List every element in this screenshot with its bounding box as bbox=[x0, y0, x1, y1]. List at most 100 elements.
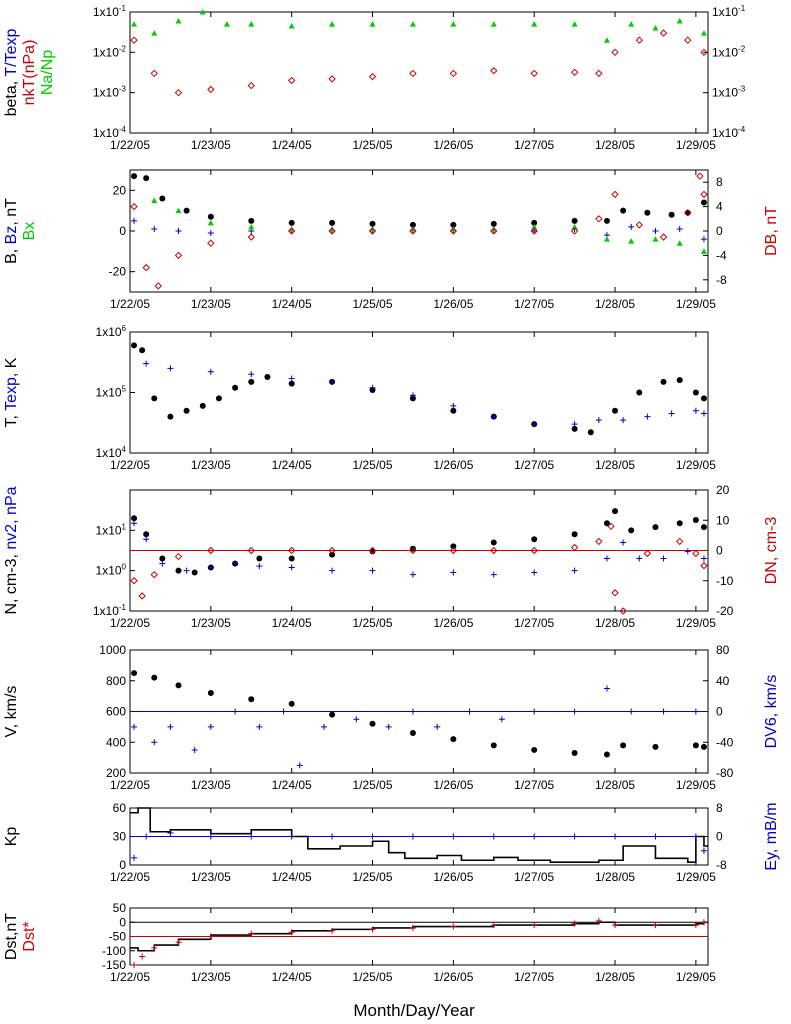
panel-2-xtick-label: 1/28/05 bbox=[595, 297, 635, 311]
panel-5-series-2-point bbox=[660, 708, 667, 715]
panel-7-series-2-point bbox=[248, 930, 255, 937]
panel-3-series-1-point bbox=[248, 378, 255, 385]
panel-3-series-1-point bbox=[139, 347, 146, 354]
panel-2-series-3-point bbox=[151, 197, 158, 203]
panel-3-series-2-point bbox=[668, 410, 675, 417]
panel-5-series-2-point bbox=[280, 708, 287, 715]
panel-7-series-2-point bbox=[450, 923, 457, 930]
panel-2-series-2-point bbox=[676, 225, 683, 232]
panel-2-ytick-right-label: -8 bbox=[716, 273, 727, 287]
panel-2-series-4-point bbox=[684, 208, 692, 217]
panel-4-xtick-label: 1/26/05 bbox=[433, 616, 473, 630]
panel-1-series-3-point bbox=[449, 69, 458, 78]
panel-2-series-3-point bbox=[248, 223, 255, 230]
panel-4-ytick-right-label: 0 bbox=[716, 544, 723, 558]
panel-7-series-2-point bbox=[652, 922, 659, 929]
panel-5-ytick-label: 1000 bbox=[99, 643, 126, 657]
panel-2-series-1-point bbox=[329, 219, 336, 226]
panel-7-series-2-point bbox=[490, 922, 497, 929]
panel-7-xtick-label: 1/26/05 bbox=[433, 970, 473, 984]
panel-3-series-1-point bbox=[264, 374, 271, 381]
panel-1-ylabel-3: Na/Np bbox=[39, 50, 56, 95]
panel-1-xtick-label: 1/27/05 bbox=[514, 138, 554, 152]
panel-7-series-2-point bbox=[571, 920, 578, 927]
panel-5-series-1-point bbox=[248, 696, 255, 703]
panel-3-series-2-point bbox=[692, 407, 699, 414]
panel-2-ytick-right-label: -4 bbox=[716, 248, 727, 262]
panel-2-series-4-point bbox=[287, 227, 296, 235]
panel-3-series-1-point bbox=[131, 342, 138, 349]
panel-5-ytick-label: 200 bbox=[106, 766, 126, 780]
panel-7-series-2-point bbox=[369, 926, 376, 933]
panel-5-series-1-point bbox=[692, 742, 699, 749]
panel-3-series-1-point bbox=[587, 429, 594, 436]
panel-2-xtick-label: 1/27/05 bbox=[514, 297, 554, 311]
panel-2-xtick-label: 1/29/05 bbox=[676, 297, 716, 311]
panel-3-series-1-point bbox=[199, 402, 206, 409]
panel-2-series-1-point bbox=[644, 209, 651, 216]
panel-5-series-2-point bbox=[434, 723, 441, 730]
panel-5-series-2-point bbox=[385, 723, 392, 730]
panel-7-ytick-label: 50 bbox=[113, 901, 127, 915]
panel-1-xtick-label: 1/23/05 bbox=[191, 138, 231, 152]
panel-2-series-3-point bbox=[676, 240, 683, 246]
panel-4-series-3-point bbox=[643, 549, 652, 558]
panel-6-series-2-point bbox=[409, 833, 416, 840]
panel-5-series-1-point bbox=[288, 700, 295, 707]
panel-6-series-2-point bbox=[450, 833, 457, 840]
panel-5-series-1-point bbox=[490, 742, 497, 749]
panel-5-series-2-point bbox=[151, 739, 158, 746]
panel-2-xtick-label: 1/23/05 bbox=[191, 297, 231, 311]
panel-5-series-1-point bbox=[652, 743, 659, 750]
panel-5-series-2-point bbox=[692, 708, 699, 715]
panel-2-series-3-point bbox=[628, 238, 635, 244]
panel-4-series-1-point bbox=[450, 543, 457, 550]
panel-4-series-2-point bbox=[232, 560, 239, 567]
panel-2-ylabel-2: Bx bbox=[21, 222, 38, 241]
panel-5-series-2-point bbox=[256, 723, 263, 730]
panel-4-series-1-point bbox=[531, 536, 538, 543]
panel-3-series-1-point bbox=[215, 395, 222, 402]
panel-2-series-1-point bbox=[369, 220, 376, 227]
panel-1-series-3-point bbox=[287, 76, 296, 85]
panel-2-ytick-right-label: 0 bbox=[716, 224, 723, 238]
panel-4-series-2-point bbox=[660, 555, 667, 562]
panel-5-series-2-point bbox=[353, 716, 360, 723]
panel-3-ytick-label: 1x105 bbox=[96, 385, 127, 400]
panel-4-series-3-point bbox=[692, 549, 700, 558]
panel-4-ytick-right-label: 10 bbox=[716, 513, 730, 527]
panel-1-series-3-point bbox=[684, 36, 692, 44]
panel-1-xtick-label: 1/28/05 bbox=[595, 138, 635, 152]
panel-2-xtick-label: 1/22/05 bbox=[110, 297, 150, 311]
panel-4-xtick-label: 1/22/05 bbox=[110, 616, 150, 630]
panel-4-series-1-point bbox=[676, 520, 683, 527]
panel-1-frame bbox=[129, 11, 709, 134]
panel-5-ytick-label: 800 bbox=[106, 674, 126, 688]
panel-4-series-3-point bbox=[619, 607, 627, 615]
panel-1-series-3-point bbox=[150, 69, 158, 78]
panel-5-ytick-right-label: 80 bbox=[716, 643, 730, 657]
panel-1-series-4-point bbox=[490, 21, 497, 27]
panel-4-series-3-point bbox=[174, 552, 183, 561]
panel-6-series-2-point bbox=[531, 833, 538, 840]
panel-2-series-4-point bbox=[595, 215, 603, 223]
panel-5-ytick-right-label: 40 bbox=[716, 674, 730, 688]
panel-6-series-2-point bbox=[490, 833, 497, 840]
panel-1-series-3-point bbox=[207, 85, 215, 94]
panel-1-series-4-point bbox=[409, 21, 416, 27]
panel-5-xtick-label: 1/27/05 bbox=[514, 778, 554, 792]
panel-5-ylabel: V, km/s bbox=[3, 686, 20, 738]
panel-3-series-1-point bbox=[660, 378, 667, 385]
panel-3-series-2-point bbox=[450, 402, 457, 409]
panel-5-series-1-point bbox=[620, 742, 627, 749]
panel-4-ytick-label: 1x10-1 bbox=[93, 603, 127, 618]
panel-3-series-2-point bbox=[595, 417, 602, 424]
panel-6-xtick-label: 1/25/05 bbox=[352, 870, 392, 884]
panel-4-series-1-point bbox=[409, 545, 416, 552]
panel-4-series-3-point bbox=[595, 537, 603, 546]
panel-3-xtick-label: 1/22/05 bbox=[110, 458, 150, 472]
panel-3-series-1-point bbox=[700, 395, 707, 402]
panel-5-ytick-right-label: -40 bbox=[716, 735, 734, 749]
panel-7-xtick-label: 1/27/05 bbox=[514, 970, 554, 984]
panel-4-series-3-point bbox=[530, 546, 538, 555]
